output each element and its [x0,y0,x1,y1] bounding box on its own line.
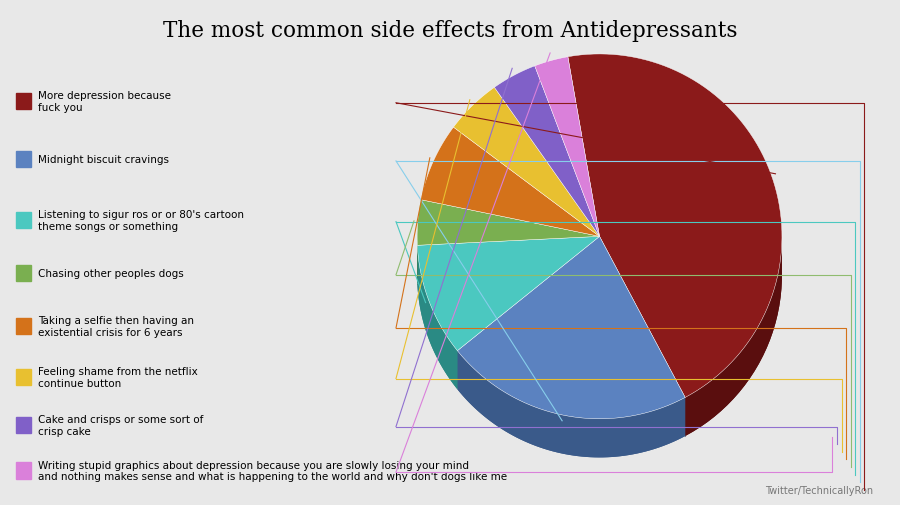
Bar [16,152,31,168]
Polygon shape [568,55,782,397]
Bar [16,369,31,385]
Bar [16,417,31,433]
Polygon shape [685,242,782,436]
Bar [16,319,31,335]
Polygon shape [535,58,599,237]
Text: Twitter/TechnicallyRon: Twitter/TechnicallyRon [765,485,873,495]
Bar [16,213,31,229]
Text: Listening to sigur ros or or 80's cartoon
theme songs or something: Listening to sigur ros or or 80's cartoo… [38,210,244,231]
Text: Midnight biscuit cravings: Midnight biscuit cravings [38,155,168,165]
Polygon shape [685,242,782,436]
Text: Chasing other peoples dogs: Chasing other peoples dogs [38,269,184,279]
Polygon shape [421,128,599,237]
Text: The most common side effects from Antidepressants: The most common side effects from Antide… [163,20,737,42]
Polygon shape [494,67,599,237]
Polygon shape [418,237,599,351]
Polygon shape [457,351,685,458]
Polygon shape [454,88,599,237]
Bar [16,94,31,110]
Text: Feeling shame from the netflix
continue button: Feeling shame from the netflix continue … [38,366,197,388]
Bar [16,266,31,282]
Text: Cake and crisps or some sort of
crisp cake: Cake and crisps or some sort of crisp ca… [38,414,203,436]
Polygon shape [457,237,685,419]
Text: Writing stupid graphics about depression because you are slowly losing your mind: Writing stupid graphics about depression… [38,460,507,481]
Text: Taking a selfie then having an
existential crisis for 6 years: Taking a selfie then having an existenti… [38,316,194,337]
Polygon shape [418,246,457,389]
Polygon shape [418,246,457,389]
Polygon shape [457,351,685,458]
Polygon shape [417,200,599,246]
Bar [16,463,31,479]
Text: More depression because
fuck you: More depression because fuck you [38,91,171,113]
